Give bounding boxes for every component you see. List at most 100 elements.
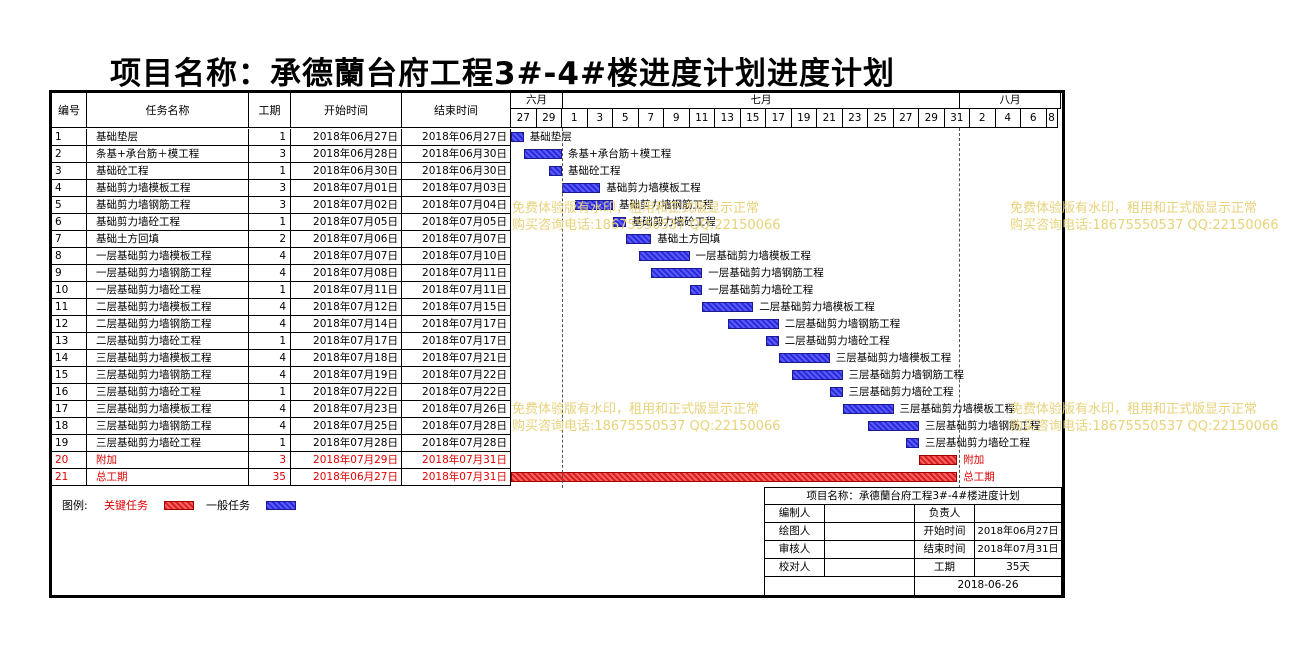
table-row: 9 一层基础剪力墙钢筋工程 4 2018年07月08日 2018年07月11日 [52, 265, 511, 282]
day-header: 29 [536, 109, 562, 128]
task-end-cell: 2018年06月27日 [402, 129, 511, 145]
task-id-cell: 13 [52, 333, 87, 349]
task-bar[interactable] [549, 166, 562, 176]
task-duration-cell: 4 [249, 418, 291, 434]
day-header: 25 [868, 109, 894, 128]
info-editor-label: 编制人 [764, 505, 825, 523]
task-bar[interactable] [523, 149, 562, 159]
table-row: 7 基础土方回填 2 2018年07月06日 2018年07月07日 [52, 231, 511, 248]
task-bar[interactable] [625, 234, 652, 244]
task-name-cell: 基础剪力墙钢筋工程 [87, 197, 249, 213]
watermark: 免费体验版有水印，租用和正式版显示正常 购买咨询电话:18675550537 QQ… [1010, 402, 1279, 434]
task-name-cell: 二层基础剪力墙模板工程 [87, 299, 249, 315]
task-bar[interactable] [766, 336, 779, 346]
task-start-cell: 2018年07月05日 [291, 214, 402, 230]
task-start-cell: 2018年07月22日 [291, 384, 402, 400]
task-duration-cell: 1 [249, 214, 291, 230]
task-id-cell: 18 [52, 418, 87, 434]
task-duration-cell: 1 [249, 163, 291, 179]
day-header: 4 [995, 109, 1021, 128]
task-start-cell: 2018年07月23日 [291, 401, 402, 417]
day-header: 19 [791, 109, 817, 128]
task-bar-label: 基础土方回填 [657, 233, 721, 245]
day-header: 9 [664, 109, 690, 128]
task-bar[interactable] [689, 285, 703, 295]
task-duration-cell: 4 [249, 299, 291, 315]
critical-task-bar[interactable] [511, 472, 958, 482]
task-bar-label: 条基+承台筋＋模工程 [568, 148, 672, 160]
task-bar-label: 三层基础剪力墙砼工程 [848, 386, 954, 398]
legend-critical-swatch [164, 501, 194, 510]
header-name: 任务名称 [87, 92, 249, 128]
critical-task-bar[interactable] [919, 455, 958, 465]
task-name-cell: 基础垫层 [87, 129, 249, 145]
info-editor-value [825, 505, 915, 523]
task-end-cell: 2018年07月28日 [402, 435, 511, 451]
task-end-cell: 2018年06月30日 [402, 163, 511, 179]
task-bar-label: 三层基础剪力墙砼工程 [925, 437, 1030, 449]
table-row: 3 基础砼工程 1 2018年06月30日 2018年06月30日 [52, 163, 511, 180]
task-bar-label: 一层基础剪力墙模板工程 [695, 250, 812, 262]
day-header: 2 [970, 109, 996, 128]
task-bar[interactable] [906, 438, 919, 448]
task-name-cell: 三层基础剪力墙砼工程 [87, 384, 249, 400]
task-end-cell: 2018年07月17日 [402, 316, 511, 332]
day-header: 13 [715, 109, 741, 128]
task-bar[interactable] [868, 421, 919, 431]
info-duration-value: 35天 [975, 559, 1062, 577]
table-row: 20 附加 3 2018年07月29日 2018年07月31日 [52, 452, 511, 469]
task-start-cell: 2018年06月28日 [291, 146, 402, 162]
task-duration-cell: 1 [249, 435, 291, 451]
task-bar-label: 二层基础剪力墙模板工程 [759, 301, 875, 313]
task-start-cell: 2018年07月19日 [291, 367, 402, 383]
task-id-cell: 11 [52, 299, 87, 315]
info-checker-value [825, 559, 915, 577]
day-header: 15 [740, 109, 766, 128]
task-bar[interactable] [829, 387, 843, 397]
task-bar[interactable] [574, 200, 613, 210]
month-header: 八月 [960, 92, 1061, 109]
task-bar[interactable] [511, 132, 524, 142]
task-bar-label: 一层基础剪力墙钢筋工程 [708, 267, 824, 279]
watermark: 免费体验版有水印，租用和正式版显示正常 购买咨询电话:18675550537 QQ… [512, 402, 781, 434]
task-end-cell: 2018年07月05日 [402, 214, 511, 230]
table-row: 16 三层基础剪力墙砼工程 1 2018年07月22日 2018年07月22日 [52, 384, 511, 401]
task-end-cell: 2018年07月07日 [402, 231, 511, 247]
day-header: 11 [689, 109, 715, 128]
table-row: 15 三层基础剪力墙钢筋工程 4 2018年07月19日 2018年07月22日 [52, 367, 511, 384]
day-header: 6 [1021, 109, 1047, 128]
task-bar[interactable] [651, 268, 703, 278]
info-drawer-value [825, 523, 915, 541]
info-owner-value [975, 505, 1062, 523]
task-start-cell: 2018年06月30日 [291, 163, 402, 179]
task-bar[interactable] [727, 319, 779, 329]
task-name-cell: 三层基础剪力墙钢筋工程 [87, 367, 249, 383]
header-end: 结束时间 [402, 92, 511, 128]
legend-normal-label: 一般任务 [206, 499, 250, 512]
task-name-cell: 基础砼工程 [87, 163, 249, 179]
day-header: 8 [1046, 109, 1058, 128]
table-row: 5 基础剪力墙钢筋工程 3 2018年07月02日 2018年07月04日 [52, 197, 511, 214]
task-bar[interactable] [613, 217, 626, 227]
task-id-cell: 2 [52, 146, 87, 162]
table-row: 21 总工期 35 2018年06月27日 2018年07月31日 [52, 469, 511, 486]
task-duration-cell: 1 [249, 282, 291, 298]
task-end-cell: 2018年07月04日 [402, 197, 511, 213]
task-bar[interactable] [791, 370, 843, 380]
task-start-cell: 2018年06月27日 [291, 469, 402, 485]
task-end-cell: 2018年07月31日 [402, 469, 511, 485]
task-id-cell: 21 [52, 469, 87, 485]
info-end-label: 结束时间 [915, 541, 975, 559]
task-id-cell: 20 [52, 452, 87, 468]
task-bar[interactable] [778, 353, 830, 363]
task-bar[interactable] [638, 251, 690, 261]
day-header: 17 [766, 109, 792, 128]
task-bar[interactable] [842, 404, 894, 414]
table-row: 1 基础垫层 1 2018年06月27日 2018年06月27日 [52, 129, 511, 146]
task-bar-label: 一层基础剪力墙砼工程 [708, 284, 814, 296]
task-duration-cell: 35 [249, 469, 291, 485]
task-bar[interactable] [702, 302, 754, 312]
task-name-cell: 条基+承台筋＋模工程 [87, 146, 249, 162]
page-title: 项目名称：承德蘭台府工程3#-4#楼进度计划进度计划 [110, 56, 895, 92]
task-bar[interactable] [562, 183, 601, 193]
